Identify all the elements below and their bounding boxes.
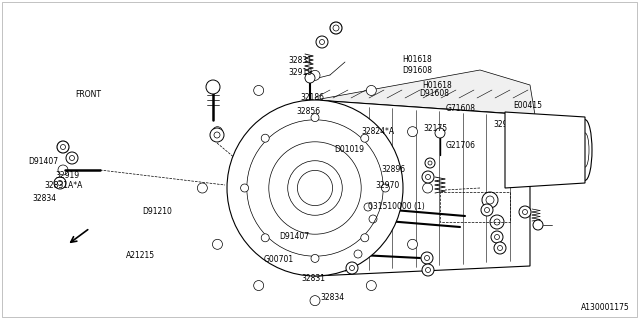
Text: D91210: D91210 [142,207,172,216]
Text: D91608: D91608 [403,66,432,75]
Circle shape [533,220,543,230]
Text: 031510000 (1): 031510000 (1) [369,202,425,211]
Circle shape [261,134,269,142]
Text: H01618: H01618 [422,81,452,90]
Circle shape [212,127,223,137]
Circle shape [57,141,69,153]
Ellipse shape [578,120,592,180]
Circle shape [197,183,207,193]
Circle shape [366,85,376,95]
Text: 32834: 32834 [33,194,57,203]
Text: A130001175: A130001175 [581,303,630,312]
Circle shape [490,215,504,229]
Circle shape [422,171,434,183]
Circle shape [421,252,433,264]
Text: 32970: 32970 [375,181,399,190]
Circle shape [206,80,220,94]
Polygon shape [505,112,585,188]
Text: G71608: G71608 [446,104,476,113]
Text: G00701: G00701 [263,255,294,264]
Circle shape [422,264,434,276]
Circle shape [381,184,389,192]
Circle shape [311,254,319,262]
Circle shape [305,73,315,83]
Circle shape [361,234,369,242]
Text: 32834: 32834 [321,293,345,302]
Circle shape [366,281,376,291]
Text: D91407: D91407 [279,232,310,241]
Text: H01618: H01618 [403,55,432,64]
Circle shape [241,184,248,192]
Text: 32824*A: 32824*A [361,127,394,136]
Circle shape [54,177,66,189]
Text: E00415: E00415 [513,101,543,110]
Text: 32175: 32175 [423,124,447,132]
Circle shape [346,262,358,274]
Text: 32186: 32186 [300,93,324,102]
Circle shape [491,231,503,243]
Circle shape [261,234,269,242]
Circle shape [316,36,328,48]
Circle shape [482,192,498,208]
Circle shape [425,158,435,168]
Text: 32831: 32831 [289,56,313,65]
Text: 32856: 32856 [296,107,321,116]
Circle shape [481,204,493,216]
Circle shape [210,128,224,142]
Circle shape [253,85,264,95]
Circle shape [519,206,531,218]
Text: FRONT: FRONT [76,90,101,99]
Circle shape [435,128,445,138]
Text: 32831: 32831 [301,274,326,283]
Circle shape [422,183,433,193]
Polygon shape [315,100,530,276]
Circle shape [361,134,369,142]
Polygon shape [315,70,535,115]
Circle shape [66,152,78,164]
Circle shape [310,296,320,306]
Circle shape [212,239,223,249]
Text: 32831A*A: 32831A*A [45,181,83,190]
Circle shape [310,70,320,80]
Text: G21706: G21706 [446,141,476,150]
Text: D01019: D01019 [334,145,364,154]
Circle shape [330,22,342,34]
Text: 32917: 32917 [493,120,518,129]
Circle shape [311,114,319,122]
Ellipse shape [227,100,403,276]
Text: 32896: 32896 [381,165,406,174]
Circle shape [253,281,264,291]
Text: 32919: 32919 [55,171,79,180]
Text: D91608: D91608 [419,89,449,98]
Text: A21215: A21215 [126,252,156,260]
Circle shape [408,127,417,137]
Text: D91407: D91407 [28,157,59,166]
Circle shape [494,242,506,254]
Text: 32919: 32919 [289,68,313,76]
Circle shape [408,239,417,249]
